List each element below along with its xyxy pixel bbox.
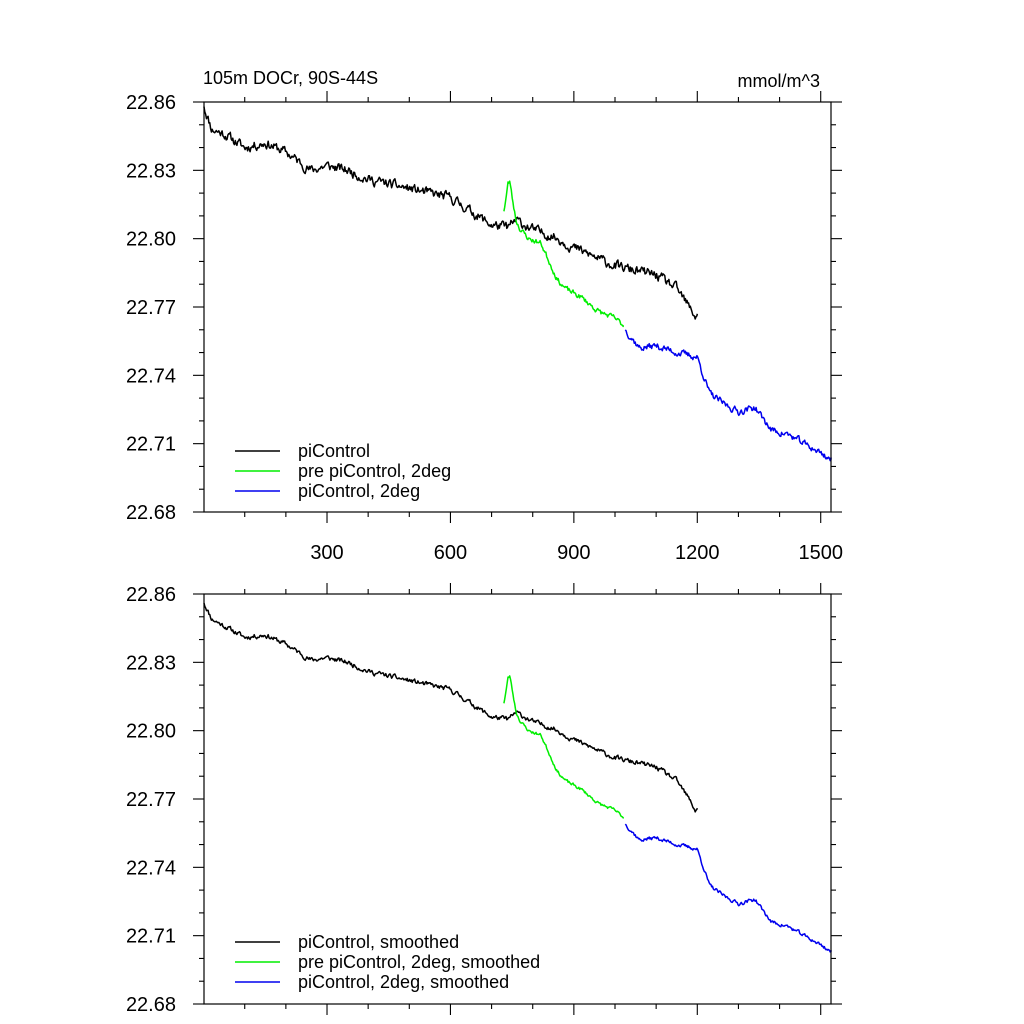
y-tick-label: 22.80	[126, 229, 176, 251]
legend-label-piControl-smoothed: piControl, smoothed	[298, 932, 459, 952]
series-line-picontrol-2deg	[624, 329, 832, 462]
legend-label-piControl: piControl	[298, 441, 370, 461]
axis-ticks	[193, 91, 842, 523]
x-tick-label: 300	[310, 542, 343, 564]
plot-series-group	[203, 106, 832, 462]
panel-top: 105m DOCr, 90S-44S mmol/m^3 22.6822.7122…	[126, 68, 843, 564]
axis-ticks	[193, 583, 842, 1015]
y-tick-label: 22.86	[126, 92, 176, 114]
x-tick-label: 600	[434, 542, 467, 564]
series-line-picontrol-2deg-smoothed	[624, 823, 832, 953]
legend-label-piControl-2deg: piControl, 2deg	[298, 481, 420, 501]
y-tick-label: 22.68	[126, 502, 176, 524]
series-line-picontrol-smoothed	[203, 602, 699, 813]
x-tick-label: 1200	[675, 542, 720, 564]
y-axis-tick-labels: 22.68 22.71 22.74 22.77 22.80 22.83 22.86	[126, 584, 176, 1016]
y-tick-label: 22.77	[126, 789, 176, 811]
y-tick-label: 22.71	[126, 434, 176, 456]
y-tick-label: 22.83	[126, 652, 176, 674]
legend-label-piControl-2deg-smoothed: piControl, 2deg, smoothed	[298, 972, 509, 992]
y-tick-label: 22.74	[126, 857, 176, 879]
series-line-picontrol	[203, 106, 699, 320]
plot-series-group	[203, 602, 832, 953]
chart-units-label: mmol/m^3	[738, 71, 820, 91]
y-tick-label: 22.80	[126, 721, 176, 743]
panel-bottom: 22.68 22.71 22.74 22.77 22.80 22.83 22.86 piCo…	[126, 583, 842, 1016]
y-tick-label: 22.74	[126, 365, 176, 387]
y-tick-label: 22.71	[126, 926, 176, 948]
series-line-pre-picontrol-2deg	[503, 180, 624, 328]
series-line-pre-picontrol-2deg-smoothed	[503, 675, 624, 819]
y-tick-label: 22.68	[126, 994, 176, 1016]
legend: piControl, smoothed pre piControl, 2deg,…	[235, 932, 540, 992]
x-tick-label: 900	[557, 542, 590, 564]
y-tick-label: 22.83	[126, 160, 176, 182]
legend-label-pre-piControl-2deg-smoothed: pre piControl, 2deg, smoothed	[298, 952, 540, 972]
y-tick-label: 22.77	[126, 297, 176, 319]
legend-label-pre-piControl-2deg: pre piControl, 2deg	[298, 461, 451, 481]
legend: piControl pre piControl, 2deg piControl,…	[235, 441, 451, 501]
x-tick-label: 1500	[798, 542, 843, 564]
y-tick-label: 22.86	[126, 584, 176, 606]
x-axis-tick-labels: 300 600 900 1200 1500	[310, 542, 843, 564]
chart-title-left: 105m DOCr, 90S-44S	[203, 68, 378, 88]
y-axis-tick-labels: 22.68 22.71 22.74 22.77 22.80 22.83 22.86	[126, 92, 176, 524]
